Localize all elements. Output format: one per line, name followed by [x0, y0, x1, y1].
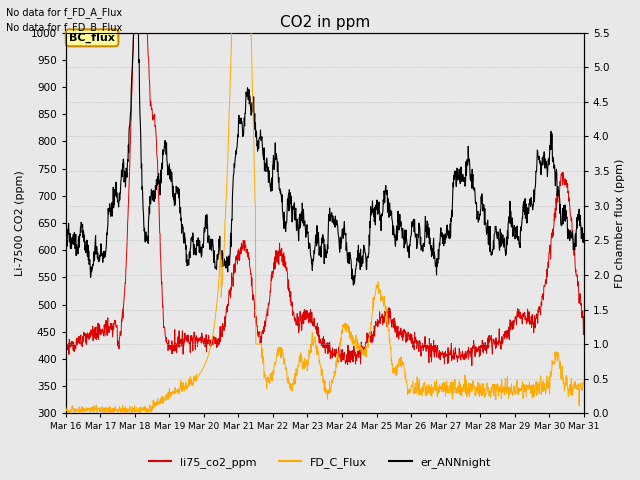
Text: No data for f_FD_B_Flux: No data for f_FD_B_Flux: [6, 22, 123, 33]
Text: BC_flux: BC_flux: [69, 33, 115, 43]
Title: CO2 in ppm: CO2 in ppm: [280, 15, 370, 30]
Y-axis label: FD chamber flux (ppm): FD chamber flux (ppm): [615, 158, 625, 288]
Text: No data for f_FD_A_Flux: No data for f_FD_A_Flux: [6, 7, 122, 18]
Legend: li75_co2_ppm, FD_C_Flux, er_ANNnight: li75_co2_ppm, FD_C_Flux, er_ANNnight: [145, 452, 495, 472]
Y-axis label: Li-7500 CO2 (ppm): Li-7500 CO2 (ppm): [15, 170, 25, 276]
